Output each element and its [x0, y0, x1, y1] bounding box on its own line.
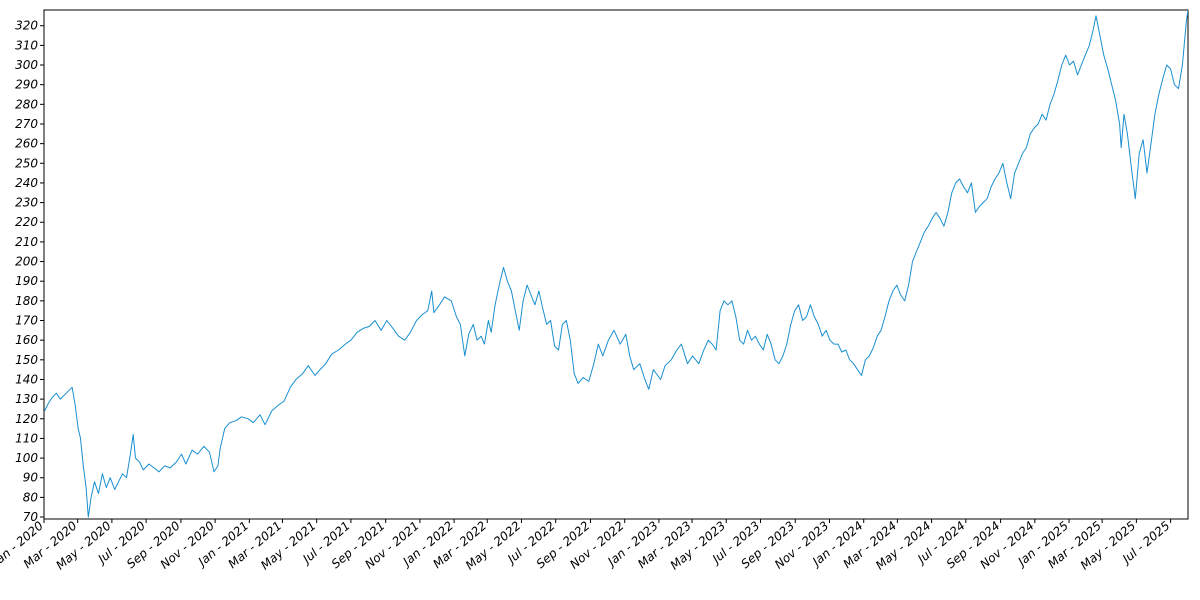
plot-area-frame	[43, 9, 1189, 520]
y-tick-label: 120	[15, 412, 38, 426]
y-tick-label: 70	[23, 510, 39, 524]
y-tick-label: 190	[15, 274, 38, 288]
y-tick-label: 260	[15, 137, 38, 151]
y-tick-label: 280	[15, 97, 38, 111]
y-tick-label: 100	[15, 451, 38, 465]
y-tick-label: 250	[15, 156, 38, 170]
y-tick-label: 180	[15, 294, 38, 308]
y-tick-label: 140	[15, 372, 38, 386]
y-tick-label: 150	[15, 353, 38, 367]
y-tick-label: 240	[15, 176, 38, 190]
y-tick-label: 320	[15, 19, 38, 33]
plot-series	[44, 10, 1188, 518]
y-tick-label: 220	[15, 215, 38, 229]
y-tick-label: 270	[15, 117, 38, 131]
series-line	[44, 10, 1188, 518]
y-tick-label: 210	[15, 235, 38, 249]
y-tick-label: 160	[15, 333, 38, 347]
y-tick-label: 170	[15, 314, 38, 328]
y-tick-label: 230	[15, 196, 38, 210]
y-tick-label: 300	[15, 58, 38, 72]
y-tick-label: 80	[23, 490, 39, 504]
y-tick-label: 90	[23, 471, 39, 485]
y-tick-label: 130	[15, 392, 38, 406]
y-tick-label: 110	[15, 431, 38, 445]
y-tick-label: 310	[15, 38, 38, 52]
y-tick-label: 200	[15, 255, 38, 269]
y-axis: 70 80 90 100 110 120 130 140 150 160 170 180 190 200 2…	[15, 19, 44, 524]
y-tick-label: 290	[15, 78, 38, 92]
